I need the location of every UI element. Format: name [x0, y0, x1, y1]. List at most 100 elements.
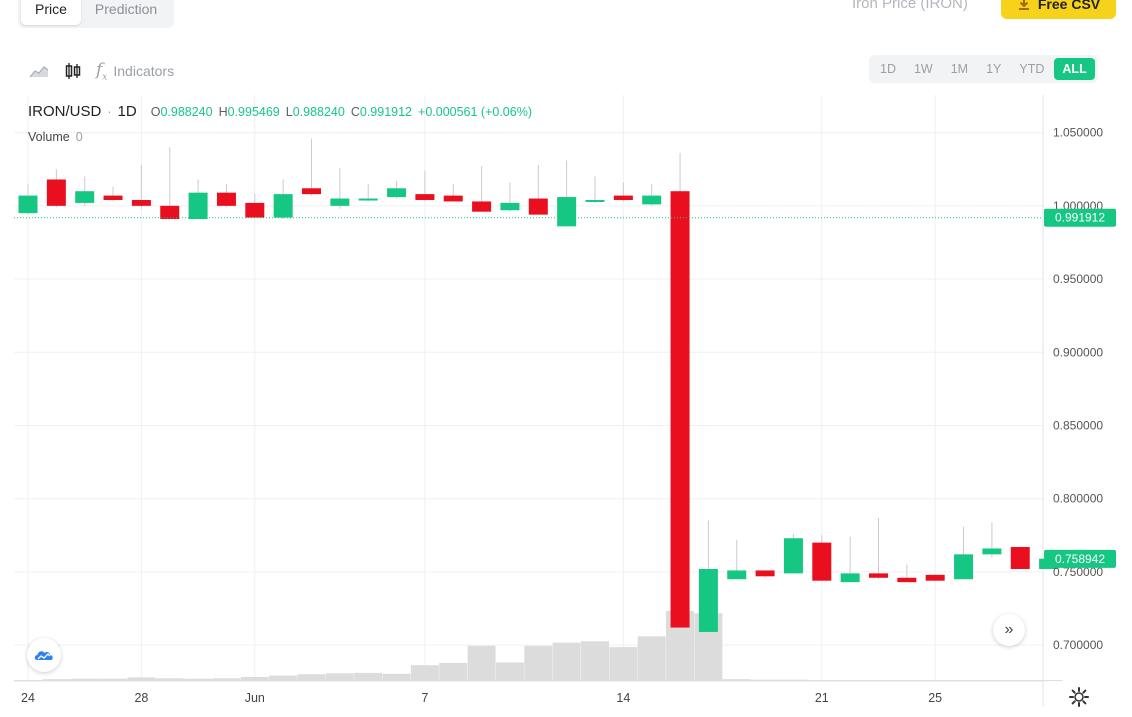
- volume-bar: [212, 678, 241, 681]
- candle-body: [500, 202, 520, 211]
- x-tick-label: 14: [616, 691, 630, 705]
- high-label: H: [218, 105, 228, 119]
- range-ytd[interactable]: YTD: [1019, 62, 1045, 76]
- candle-body: [160, 205, 180, 220]
- candle-body: [642, 195, 662, 205]
- price-label: 0.758942: [1055, 552, 1105, 566]
- candle-body: [528, 198, 548, 215]
- ohlc-legend: IRON/USD · 1D O0.988240 H0.995469 L0.988…: [28, 103, 532, 120]
- x-tick-label: 24: [21, 691, 35, 705]
- x-tick-label: 7: [421, 691, 428, 705]
- range-all[interactable]: ALL: [1054, 58, 1095, 80]
- x-tick-label: 25: [928, 691, 942, 705]
- volume-bar: [354, 672, 383, 681]
- cloud-logo-icon: [34, 651, 53, 660]
- candle-body: [812, 542, 832, 581]
- candle-body: [273, 194, 293, 218]
- price-label-bg: [1044, 208, 1116, 227]
- candle-body: [216, 192, 236, 206]
- volume-bar: [552, 642, 581, 681]
- range-1y[interactable]: 1Y: [986, 62, 1002, 76]
- low-label: L: [285, 105, 293, 119]
- candle-body: [18, 195, 38, 214]
- volume-bar: [977, 680, 1006, 682]
- volume-bar: [807, 680, 836, 682]
- candle-body: [46, 179, 66, 206]
- volume-bar: [269, 675, 298, 681]
- candlestick-icon[interactable]: [62, 61, 84, 81]
- volume-value: 0: [75, 130, 83, 144]
- volume-bar: [524, 645, 553, 681]
- volume-bar: [127, 677, 156, 681]
- tab-price[interactable]: Price: [21, 0, 81, 25]
- low-value: 0.988240: [292, 105, 345, 119]
- volume-bar: [439, 662, 468, 681]
- volume-bar: [70, 678, 99, 681]
- candle-body: [103, 195, 123, 200]
- volume-label: Volume: [28, 130, 70, 144]
- candle-body: [613, 195, 633, 200]
- volume-bar: [1006, 680, 1035, 682]
- price-label-bg: [1044, 549, 1116, 568]
- volume-bar: [581, 641, 609, 681]
- candle-body: [358, 198, 378, 201]
- candle-body: [330, 198, 350, 206]
- scroll-to-realtime-button[interactable]: »: [993, 614, 1025, 646]
- candle-body: [869, 573, 888, 578]
- chart-title: Iron Price (IRON): [852, 0, 968, 12]
- y-tick-label: 0.850000: [1053, 418, 1103, 432]
- candle-body: [840, 573, 860, 583]
- settings-gear-icon[interactable]: [1068, 686, 1090, 708]
- volume-bar: [836, 680, 865, 682]
- download-icon: [1018, 0, 1029, 10]
- candle-body: [783, 538, 803, 574]
- area-chart-icon[interactable]: [28, 61, 50, 81]
- candle-body: [698, 568, 718, 632]
- volume-legend: Volume 0: [28, 130, 83, 144]
- candle-body: [897, 577, 917, 583]
- change-value: +0.000561 (+0.06%): [418, 105, 532, 119]
- open-value: 0.988240: [160, 105, 213, 119]
- range-1d[interactable]: 1D: [880, 62, 896, 76]
- symbol-label: IRON/USD: [28, 103, 102, 120]
- volume-bar: [637, 636, 666, 681]
- tradingview-logo-button[interactable]: [27, 638, 61, 672]
- y-tick-label: 0.900000: [1053, 345, 1103, 359]
- candle-body: [925, 574, 945, 581]
- volume-bar: [42, 679, 71, 681]
- tab-prediction[interactable]: Prediction: [94, 1, 158, 17]
- close-label: C: [350, 105, 360, 119]
- y-tick-label: 0.750000: [1053, 565, 1103, 579]
- volume-bar: [297, 674, 326, 681]
- volume-bar: [155, 678, 184, 681]
- volume-bar: [410, 665, 439, 681]
- chart-toolbar: fx Indicators: [28, 60, 174, 82]
- range-1w[interactable]: 1W: [913, 62, 933, 76]
- candle-body: [245, 202, 265, 218]
- volume-bar: [495, 662, 524, 681]
- indicators-button[interactable]: fx Indicators: [96, 60, 174, 82]
- volume-bar: [864, 680, 893, 682]
- function-icon: fx: [96, 60, 108, 83]
- candle-body: [727, 570, 747, 580]
- range-1m[interactable]: 1M: [950, 62, 969, 76]
- candle-body: [585, 199, 605, 202]
- x-tick-label: 21: [815, 691, 829, 705]
- candle-body: [557, 197, 577, 227]
- volume-bar: [722, 679, 751, 681]
- y-tick-label: 0.700000: [1053, 638, 1103, 652]
- volume-bar: [240, 676, 269, 681]
- free-csv-button[interactable]: Free CSV: [1001, 0, 1116, 19]
- volume-bar: [921, 680, 950, 682]
- candle-body: [387, 188, 407, 198]
- y-tick-label: 0.800000: [1053, 492, 1103, 506]
- volume-bar: [467, 645, 496, 681]
- free-csv-label: Free CSV: [1037, 0, 1101, 12]
- candle-body: [954, 554, 974, 580]
- y-tick-label: 1.050000: [1053, 126, 1103, 140]
- candle-body: [443, 195, 463, 202]
- volume-bar: [751, 679, 780, 681]
- candle-body: [302, 188, 321, 195]
- indicators-label: Indicators: [113, 63, 175, 80]
